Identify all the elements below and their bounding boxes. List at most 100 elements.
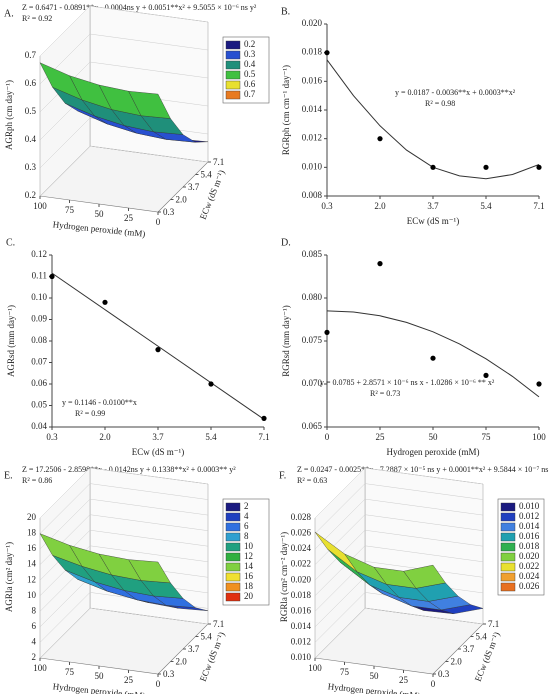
legend-swatch bbox=[225, 532, 241, 542]
legend-swatch bbox=[500, 532, 516, 542]
legend-label: 10 bbox=[244, 541, 254, 551]
z-tick-label: 2 bbox=[32, 652, 37, 662]
z-tick-label: 18 bbox=[27, 528, 37, 538]
y-tick-label: 0.07 bbox=[31, 357, 47, 367]
data-point bbox=[208, 381, 214, 387]
z-tick-label: 0.5 bbox=[25, 106, 37, 116]
legend-label: 0.4 bbox=[244, 59, 256, 69]
y-tick-label: 5.4 bbox=[201, 632, 213, 642]
data-point bbox=[377, 136, 383, 142]
equation: y = 0.1146 - 0.0100**x bbox=[62, 398, 137, 407]
z-tick-label: 20 bbox=[27, 512, 37, 522]
y-tick-label: 0.3 bbox=[163, 669, 175, 679]
x-tick-label: 7.1 bbox=[533, 201, 544, 211]
z-tick-label: 12 bbox=[27, 574, 36, 584]
legend-swatch bbox=[225, 562, 241, 572]
data-point bbox=[155, 347, 161, 353]
x-tick-label: 50 bbox=[370, 671, 380, 681]
grid-line bbox=[314, 561, 484, 612]
x-tick-label: 75 bbox=[340, 667, 350, 677]
legend-swatch bbox=[225, 572, 241, 582]
z-tick-label: 16 bbox=[27, 543, 37, 553]
x-tick-label: 75 bbox=[482, 432, 492, 442]
r-squared: R² = 0.98 bbox=[425, 99, 455, 108]
y-tick-label: 0.3 bbox=[163, 207, 175, 217]
legend-label: 4 bbox=[244, 511, 249, 521]
y-tick-label: 0.016 bbox=[302, 75, 323, 85]
y-tick-label: 0.065 bbox=[302, 421, 323, 431]
x-tick-label: 0.3 bbox=[321, 201, 333, 211]
legend-swatch bbox=[500, 582, 516, 592]
z-tick-label: 0.020 bbox=[291, 574, 312, 584]
panel-label: A. bbox=[4, 8, 14, 19]
legend-swatch bbox=[225, 60, 241, 70]
x-tick-label: 100 bbox=[532, 432, 546, 442]
data-point bbox=[430, 164, 436, 170]
x-tick-label: 2.0 bbox=[99, 432, 111, 442]
y-tick-label: 0.020 bbox=[302, 18, 323, 28]
x-tick-label: 50 bbox=[95, 209, 105, 219]
x-axis-title: Hydrogen peroxide (mM) bbox=[387, 447, 480, 457]
legend-label: 12 bbox=[244, 551, 253, 561]
y-tick-label: 0.05 bbox=[31, 400, 47, 410]
legend-label: 16 bbox=[244, 571, 254, 581]
legend-label: 0.3 bbox=[244, 49, 256, 59]
y-axis-title: RGRph (cm cm⁻¹ day⁻¹) bbox=[281, 65, 291, 155]
legend-label: 0.024 bbox=[519, 571, 540, 581]
y-tick-label: 3.7 bbox=[188, 644, 200, 654]
z-tick-label: 0.022 bbox=[291, 559, 311, 569]
legend-label: 0.014 bbox=[519, 521, 540, 531]
legend-swatch bbox=[225, 40, 241, 50]
y-tick-label: 0.06 bbox=[31, 378, 47, 388]
legend-label: 20 bbox=[244, 591, 254, 601]
grid-line bbox=[39, 483, 209, 534]
x-tick-label: 25 bbox=[376, 432, 386, 442]
grid-line bbox=[39, 5, 209, 57]
y-tick-label: 2.0 bbox=[176, 657, 188, 667]
x-tick-label: 5.4 bbox=[480, 201, 492, 211]
z-tick-label: 10 bbox=[27, 590, 37, 600]
y-tick-label: 0.080 bbox=[302, 292, 323, 302]
legend-label: 0.016 bbox=[519, 531, 540, 541]
legend-swatch bbox=[225, 522, 241, 532]
legend-label: 2 bbox=[244, 501, 249, 511]
z-tick-label: 14 bbox=[27, 559, 37, 569]
y-tick-label: 3.7 bbox=[463, 644, 475, 654]
z-tick-label: 0.024 bbox=[291, 543, 312, 553]
grid-line bbox=[39, 145, 209, 197]
x-tick-label: 2.0 bbox=[374, 201, 386, 211]
x-tick-label: 0 bbox=[325, 432, 330, 442]
equation: y = 0.0187 - 0.0036**x + 0.0003**x² bbox=[395, 88, 516, 97]
legend-swatch bbox=[225, 90, 241, 100]
y-axis-title: RGRsd (mm day⁻¹) bbox=[281, 305, 291, 376]
y-tick-label: 0.018 bbox=[302, 47, 323, 57]
y-axis-title: AGRsd (mm day⁻¹) bbox=[6, 305, 16, 377]
surface-cell bbox=[39, 533, 83, 567]
data-point bbox=[430, 355, 436, 361]
y-tick-label: 2.0 bbox=[176, 195, 188, 205]
y-tick-label: 0.09 bbox=[31, 314, 47, 324]
fit-line bbox=[51, 272, 265, 420]
legend-label: 8 bbox=[244, 531, 249, 541]
x-tick-label: 50 bbox=[429, 432, 439, 442]
legend-swatch bbox=[225, 80, 241, 90]
legend-swatch bbox=[225, 70, 241, 80]
legend-label: 0.012 bbox=[519, 511, 539, 521]
panel-label: B. bbox=[281, 6, 290, 17]
grid-line bbox=[314, 529, 484, 581]
y-tick-label: 0.075 bbox=[302, 335, 323, 345]
legend-swatch bbox=[225, 50, 241, 60]
data-point bbox=[536, 381, 542, 387]
y-tick-label: 7.1 bbox=[213, 619, 224, 629]
grid-line bbox=[314, 607, 484, 659]
y-tick-label: 0.014 bbox=[302, 104, 323, 114]
fit-line bbox=[326, 59, 540, 180]
x-tick-label: 100 bbox=[33, 201, 47, 211]
z-tick-label: 0.016 bbox=[291, 605, 312, 615]
legend-swatch bbox=[500, 542, 516, 552]
equation: Z = 17.2506 - 2.8598**x - 0.0142ns y + 0… bbox=[22, 465, 236, 474]
z-axis-title: AGRph (cm day⁻¹) bbox=[4, 80, 14, 150]
z-tick-label: 0.028 bbox=[291, 512, 312, 522]
data-point bbox=[536, 164, 542, 170]
